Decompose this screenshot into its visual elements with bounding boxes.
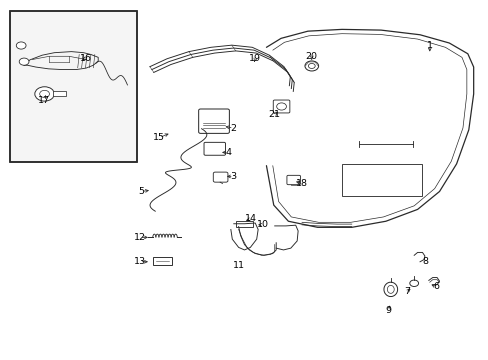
Bar (153, 257, 172, 265)
Text: 10: 10 (256, 220, 268, 229)
Text: 2: 2 (230, 123, 236, 132)
FancyBboxPatch shape (203, 142, 225, 155)
Circle shape (276, 103, 286, 110)
Text: 21: 21 (268, 110, 280, 119)
Circle shape (308, 63, 315, 68)
Text: 16: 16 (80, 54, 92, 63)
Text: 15: 15 (153, 133, 165, 142)
Text: 12: 12 (133, 233, 145, 242)
Bar (290, 184, 296, 185)
Circle shape (305, 61, 318, 71)
Text: 3: 3 (230, 172, 236, 181)
Text: 19: 19 (249, 54, 261, 63)
Text: 1: 1 (426, 41, 432, 50)
Bar (10, 12, 137, 162)
Text: 18: 18 (295, 179, 307, 188)
Circle shape (40, 90, 49, 98)
Circle shape (409, 280, 418, 287)
Text: 13: 13 (133, 257, 145, 266)
Text: 20: 20 (305, 52, 317, 61)
FancyBboxPatch shape (286, 175, 300, 185)
FancyBboxPatch shape (198, 109, 229, 134)
Text: 9: 9 (385, 306, 390, 315)
Bar (235, 221, 253, 226)
Text: 7: 7 (403, 287, 409, 296)
Text: 4: 4 (225, 148, 231, 157)
Bar (53, 91, 65, 96)
Text: 17: 17 (38, 96, 49, 105)
Bar (341, 164, 422, 196)
Text: 11: 11 (232, 261, 244, 270)
Circle shape (19, 58, 29, 65)
Text: 8: 8 (421, 257, 427, 266)
Bar (10, 12, 137, 162)
Text: 14: 14 (244, 214, 256, 223)
FancyBboxPatch shape (213, 172, 227, 182)
FancyBboxPatch shape (273, 100, 289, 113)
Text: 6: 6 (432, 282, 438, 291)
Circle shape (35, 87, 54, 101)
Circle shape (16, 42, 26, 49)
Text: 5: 5 (138, 187, 144, 196)
